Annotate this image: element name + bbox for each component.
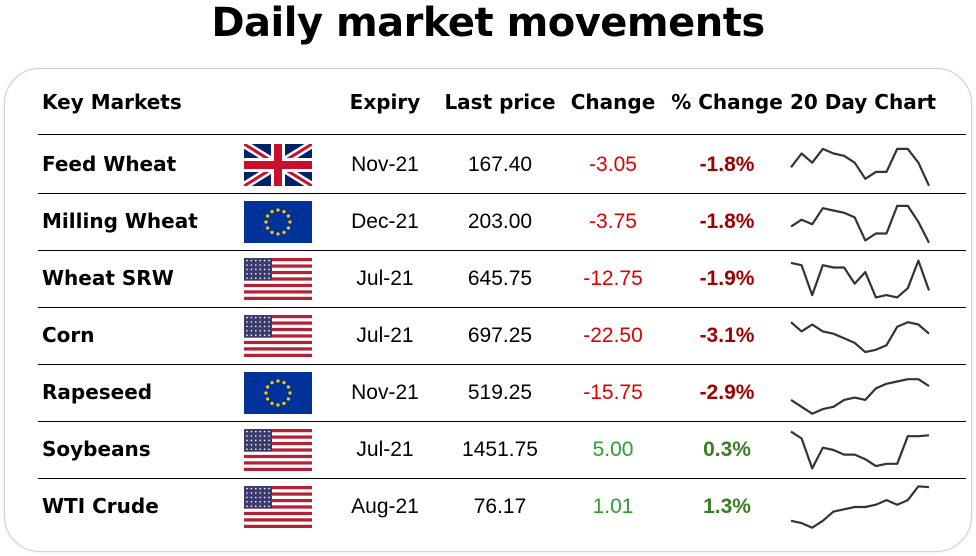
market-flag: [244, 258, 312, 300]
header-pct-change: % Change: [671, 90, 783, 114]
sparkline-series: [790, 259, 931, 299]
pct-change-value: 1.3%: [703, 495, 751, 518]
change-value: -22.50: [583, 324, 643, 347]
header-20-day-chart: 20 Day Chart: [790, 90, 937, 114]
sparkline-series: [790, 485, 930, 529]
last-price-value: 697.25: [467, 324, 533, 347]
table-row: Feed Wheat Nov-21 167.40 -3.05 -1.8%: [0, 136, 976, 193]
expiry-value: Dec-21: [351, 210, 419, 233]
last-price-value: 1451.75: [462, 438, 538, 461]
header-expiry: Expiry: [349, 90, 421, 114]
table-row: Milling Wheat Dec-21 203.00 -3.75 -1.8%: [0, 193, 976, 250]
uk-flag-icon: [244, 144, 312, 186]
sparkline-series: [790, 430, 930, 470]
table-row: WTI Crude Aug-21 76.17 1.01 1.3%: [0, 478, 976, 535]
change-value: -3.75: [589, 210, 637, 233]
change-value: -12.75: [583, 267, 643, 290]
header-key-markets: Key Markets: [42, 90, 182, 114]
us-flag-icon: [244, 315, 312, 357]
us-flag-icon: [244, 429, 312, 471]
sparkline-20-day: [790, 430, 930, 470]
market-flag: [244, 372, 312, 414]
market-name: Wheat SRW: [42, 266, 174, 290]
pct-change-value: -1.8%: [699, 153, 755, 176]
pct-change-value: -3.1%: [699, 324, 755, 347]
sparkline-series: [790, 147, 930, 187]
last-price-value: 645.75: [467, 267, 533, 290]
last-price-value: 203.00: [467, 210, 533, 233]
table-row: Rapeseed Nov-21 519.25 -15.75 -2.9%: [0, 364, 976, 421]
market-name: Milling Wheat: [42, 209, 198, 233]
market-flag: [244, 486, 312, 528]
header-last-price: Last price: [444, 90, 556, 114]
row-divider: [38, 193, 966, 194]
market-name: Corn: [42, 323, 95, 347]
sparkline-20-day: [790, 204, 930, 244]
expiry-value: Jul-21: [356, 324, 414, 347]
pct-change-value: -2.9%: [699, 381, 755, 404]
change-value: 5.00: [592, 438, 634, 461]
sparkline-series: [790, 204, 930, 244]
sparkline-20-day: [790, 259, 931, 299]
pct-change-value: -1.9%: [699, 267, 755, 290]
sparkline-20-day: [790, 485, 930, 529]
market-name: Feed Wheat: [42, 152, 177, 176]
row-divider: [38, 250, 966, 251]
sparkline-series: [790, 378, 930, 415]
expiry-value: Jul-21: [356, 438, 414, 461]
pct-change-value: -1.8%: [699, 210, 755, 233]
expiry-value: Nov-21: [351, 153, 419, 176]
market-flag: [244, 315, 312, 357]
eu-flag-icon: [244, 201, 312, 243]
market-name: Soybeans: [42, 437, 151, 461]
expiry-value: Aug-21: [351, 495, 419, 518]
sparkline-series: [790, 321, 930, 354]
change-value: -15.75: [583, 381, 643, 404]
market-name: Rapeseed: [42, 380, 153, 404]
row-divider: [38, 478, 966, 479]
table-row: Soybeans Jul-21 1451.75 5.00 0.3%: [0, 421, 976, 478]
header-change: Change: [570, 90, 656, 114]
market-table-panel: [4, 68, 972, 552]
table-row: Wheat SRW Jul-21 645.75 -12.75 -1.9%: [0, 250, 976, 307]
us-flag-icon: [244, 258, 312, 300]
page-title: Daily market movements: [211, 0, 765, 46]
change-value: 1.01: [592, 495, 634, 518]
sparkline-20-day: [790, 378, 930, 415]
row-divider: [38, 364, 966, 365]
row-divider: [38, 421, 966, 422]
last-price-value: 519.25: [467, 381, 533, 404]
change-value: -3.05: [589, 153, 637, 176]
market-flag: [244, 144, 312, 186]
expiry-value: Jul-21: [356, 267, 414, 290]
sparkline-20-day: [790, 147, 930, 187]
header-divider: [38, 134, 966, 135]
market-flag: [244, 201, 312, 243]
row-divider: [38, 307, 966, 308]
market-name: WTI Crude: [42, 494, 159, 518]
last-price-value: 76.17: [473, 495, 527, 518]
pct-change-value: 0.3%: [703, 438, 751, 461]
table-row: Corn Jul-21 697.25 -22.50 -3.1%: [0, 307, 976, 364]
last-price-value: 167.40: [467, 153, 533, 176]
sparkline-20-day: [790, 321, 930, 354]
expiry-value: Nov-21: [351, 381, 419, 404]
eu-flag-icon: [244, 372, 312, 414]
market-flag: [244, 429, 312, 471]
us-flag-icon: [244, 486, 312, 528]
